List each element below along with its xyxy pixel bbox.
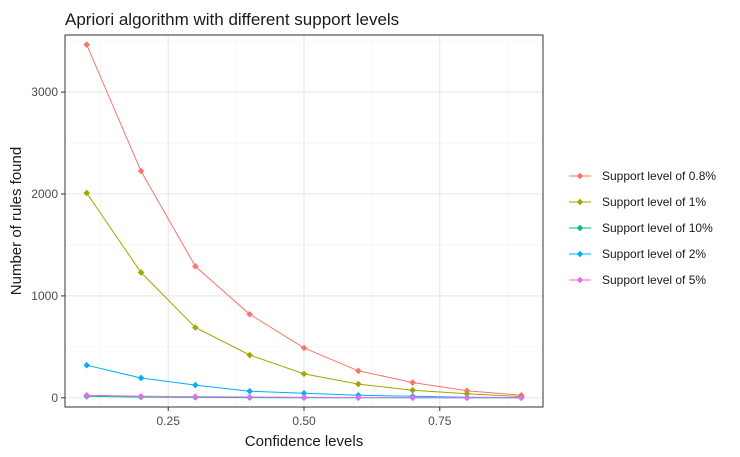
data-point bbox=[137, 269, 145, 276]
y-tick-label: 1000 bbox=[31, 289, 58, 303]
data-point bbox=[83, 361, 91, 369]
data-point bbox=[192, 393, 199, 400]
series-layer bbox=[83, 41, 525, 402]
data-point bbox=[300, 370, 308, 378]
data-point bbox=[246, 393, 253, 401]
data-point bbox=[137, 392, 145, 400]
data-point bbox=[409, 386, 416, 394]
legend-key-marker bbox=[576, 172, 584, 180]
data-point bbox=[463, 390, 471, 398]
x-tick-label: 0.50 bbox=[292, 414, 316, 428]
legend-item: Support level of 0.8% bbox=[569, 169, 716, 183]
y-axis-ticks: 0 1000 2000 3000 bbox=[31, 85, 65, 405]
legend-label: Support level of 0.8% bbox=[602, 169, 716, 183]
legend-label: Support level of 2% bbox=[602, 247, 706, 261]
data-point bbox=[137, 374, 145, 382]
data-point bbox=[192, 263, 199, 270]
legend: Support level of 0.8% Support level of 1%… bbox=[569, 169, 716, 287]
legend-key-marker bbox=[576, 198, 584, 206]
data-point bbox=[300, 344, 308, 352]
legend-label: Support level of 10% bbox=[602, 221, 713, 235]
x-axis-ticks: 0.25 0.50 0.75 bbox=[157, 407, 452, 428]
data-point bbox=[192, 381, 199, 389]
data-point bbox=[83, 189, 91, 197]
data-point bbox=[192, 324, 199, 331]
legend-key-marker bbox=[576, 250, 584, 258]
chart-title: Apriori algorithm with different support… bbox=[65, 10, 399, 29]
data-point bbox=[355, 380, 362, 388]
y-axis-title: Number of rules found bbox=[8, 147, 25, 295]
data-point bbox=[409, 394, 416, 401]
plot-panel bbox=[64, 34, 544, 408]
legend-label: Support level of 5% bbox=[602, 273, 706, 287]
data-point bbox=[83, 391, 91, 399]
series-group bbox=[83, 391, 525, 402]
series-group bbox=[83, 189, 525, 400]
data-point bbox=[246, 310, 253, 318]
legend-item: Support level of 10% bbox=[569, 221, 713, 235]
legend-item: Support level of 2% bbox=[569, 247, 706, 261]
y-tick-label: 3000 bbox=[31, 85, 58, 99]
data-point bbox=[355, 367, 362, 375]
y-tick-label: 2000 bbox=[31, 187, 58, 201]
x-axis-title: Confidence levels bbox=[245, 433, 363, 450]
data-point bbox=[300, 394, 308, 401]
data-point bbox=[409, 379, 416, 386]
data-point bbox=[463, 394, 471, 402]
legend-item: Support level of 1% bbox=[569, 195, 706, 209]
legend-item: Support level of 5% bbox=[569, 273, 706, 287]
legend-label: Support level of 1% bbox=[602, 195, 706, 209]
legend-key-marker bbox=[576, 276, 584, 284]
series-group bbox=[83, 41, 525, 399]
y-tick-label: 0 bbox=[51, 391, 58, 405]
x-tick-label: 0.75 bbox=[428, 414, 452, 428]
x-tick-label: 0.25 bbox=[157, 414, 181, 428]
data-point bbox=[137, 167, 145, 175]
data-point bbox=[300, 389, 308, 397]
data-point bbox=[83, 41, 91, 48]
data-point bbox=[246, 351, 253, 359]
data-point bbox=[355, 394, 362, 401]
data-point bbox=[517, 394, 525, 402]
data-point bbox=[246, 387, 253, 395]
legend-key-marker bbox=[576, 224, 584, 232]
